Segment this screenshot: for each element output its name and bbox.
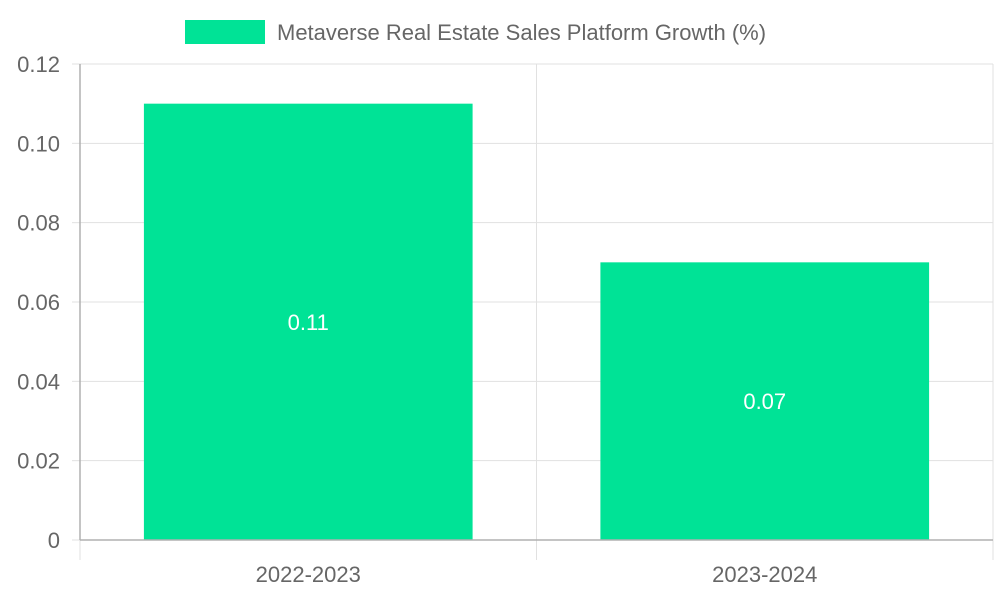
- y-tick-label: 0.04: [17, 369, 60, 394]
- bar-layer: 0.11 0.07: [143, 103, 930, 541]
- y-tick-label: 0.08: [17, 211, 60, 236]
- chart-legend[interactable]: Metaverse Real Estate Sales Platform Gro…: [185, 20, 766, 45]
- y-tick-label: 0.10: [17, 131, 60, 156]
- x-axis: 2022-2023 2023-2024: [79, 539, 994, 587]
- data-label: 0.07: [743, 389, 786, 414]
- y-tick-label: 0.02: [17, 449, 60, 474]
- legend-label: Metaverse Real Estate Sales Platform Gro…: [277, 20, 766, 45]
- data-label: 0.11: [288, 310, 329, 335]
- y-axis: 0 0.02 0.04 0.06 0.08 0.10 0.12: [17, 52, 81, 553]
- legend-swatch: [185, 20, 265, 44]
- y-tick-label: 0.06: [17, 290, 60, 315]
- bar[interactable]: [143, 103, 473, 541]
- y-tick-label: 0: [48, 528, 60, 553]
- x-tick-label: 2022-2023: [256, 562, 361, 587]
- bar[interactable]: [600, 262, 930, 540]
- x-tick-label: 2023-2024: [712, 562, 817, 587]
- y-tick-label: 0.12: [17, 52, 60, 77]
